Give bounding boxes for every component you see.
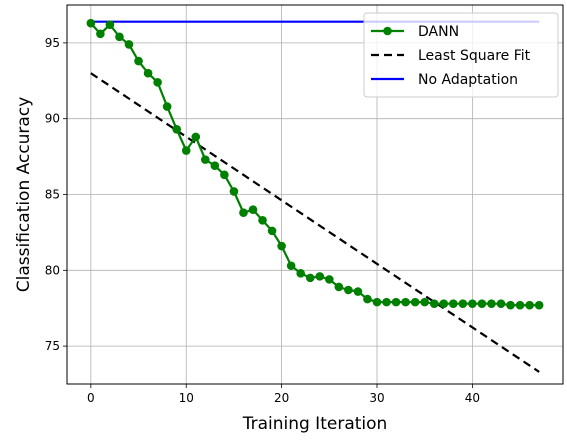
data-point xyxy=(525,300,534,310)
data-point xyxy=(496,299,506,308)
data-point xyxy=(382,297,391,307)
data-point xyxy=(181,146,191,155)
data-point xyxy=(143,68,153,78)
data-point xyxy=(420,297,429,307)
data-point xyxy=(305,273,315,283)
data-point xyxy=(506,300,515,310)
data-point xyxy=(429,299,439,308)
data-point xyxy=(363,294,372,304)
x-tick-label: 20 xyxy=(274,391,289,405)
data-point xyxy=(344,285,353,295)
data-point xyxy=(220,170,229,180)
data-point xyxy=(449,299,458,308)
x-tick-label: 30 xyxy=(369,391,384,405)
legend-label: No Adaptation xyxy=(418,72,518,88)
x-tick-label: 10 xyxy=(179,391,194,405)
y-tick-label: 85 xyxy=(45,188,60,202)
data-point xyxy=(153,78,162,87)
data-point xyxy=(172,125,181,134)
series-least-square-fit xyxy=(90,72,540,373)
data-point xyxy=(124,40,134,49)
data-point xyxy=(86,18,96,28)
legend-box xyxy=(363,12,559,98)
series-dann xyxy=(86,18,544,310)
data-point xyxy=(468,299,477,308)
legend-label: DANN xyxy=(418,24,459,40)
data-point xyxy=(162,102,172,111)
data-point xyxy=(191,132,201,142)
data-point xyxy=(315,272,325,281)
data-point xyxy=(96,29,105,39)
data-point xyxy=(267,226,277,236)
data-point xyxy=(410,297,420,307)
y-tick-label: 75 xyxy=(45,339,60,353)
data-point xyxy=(401,297,410,307)
data-point xyxy=(134,56,143,66)
data-point xyxy=(534,300,544,310)
ticks: 0 10 20 30 40 75 80 85 90 95 xyxy=(45,36,480,405)
legend-label: Least Square Fit xyxy=(418,48,531,64)
data-point xyxy=(391,297,401,307)
data-point xyxy=(477,299,487,308)
data-point xyxy=(229,187,239,196)
x-axis-label: Training Iteration xyxy=(242,414,388,434)
data-point xyxy=(239,208,248,217)
data-point xyxy=(248,205,258,214)
data-point xyxy=(515,300,525,310)
data-point xyxy=(296,269,305,278)
y-axis-label: Classification Accuracy xyxy=(14,97,34,293)
data-point xyxy=(115,32,124,42)
data-point xyxy=(353,287,363,296)
data-point xyxy=(439,299,449,308)
data-point xyxy=(325,275,334,284)
data-point xyxy=(210,161,220,170)
data-point xyxy=(458,299,468,308)
data-point xyxy=(372,297,382,307)
data-point xyxy=(487,299,496,308)
legend-marker xyxy=(383,26,392,36)
series-line xyxy=(90,72,540,373)
data-point xyxy=(105,20,115,30)
data-point xyxy=(334,282,344,292)
x-tick-label: 0 xyxy=(87,391,95,405)
x-tick-label: 40 xyxy=(465,391,480,405)
y-tick-label: 95 xyxy=(45,36,60,50)
data-point xyxy=(201,155,210,164)
y-tick-label: 80 xyxy=(45,263,60,277)
y-tick-label: 90 xyxy=(45,112,60,126)
data-point xyxy=(286,261,296,271)
data-point xyxy=(277,241,286,251)
legend: DANN Least Square Fit No Adaptation xyxy=(363,12,559,98)
data-point xyxy=(258,215,267,225)
